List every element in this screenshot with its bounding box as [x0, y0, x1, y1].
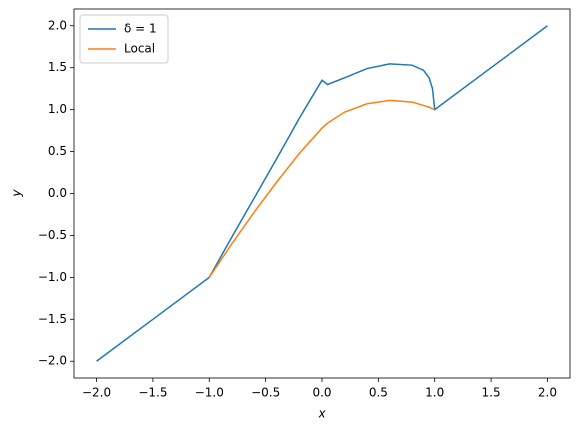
- x-axis-label: x: [317, 407, 326, 421]
- y-tick-label: −1.0: [38, 270, 67, 284]
- legend-label: δ = 1: [124, 22, 157, 36]
- y-tick-label: 1.5: [48, 60, 67, 74]
- y-axis-label: y: [10, 189, 24, 198]
- y-tick-label: 1.0: [48, 102, 67, 116]
- x-tick-label: 0.0: [312, 386, 331, 400]
- x-tick-label: 1.0: [425, 386, 444, 400]
- legend-box: [79, 14, 169, 64]
- y-tick-label: −0.5: [38, 228, 67, 242]
- x-tick-label: 0.5: [369, 386, 388, 400]
- y-tick-label: 0.5: [48, 144, 67, 158]
- x-tick-label: −1.0: [195, 386, 224, 400]
- x-tick-label: −2.0: [82, 386, 111, 400]
- x-tick-label: −0.5: [251, 386, 280, 400]
- x-tick-label: 2.0: [538, 386, 557, 400]
- x-tick-label: 1.5: [482, 386, 501, 400]
- y-tick-label: −2.0: [38, 354, 67, 368]
- x-tick-label: −1.5: [138, 386, 167, 400]
- legend-label: Local: [124, 42, 155, 56]
- series-line: [96, 25, 548, 362]
- y-tick-label: −1.5: [38, 312, 67, 326]
- series-line: [208, 99, 435, 278]
- y-tick-label: 2.0: [48, 18, 67, 32]
- y-tick-label: 0.0: [48, 186, 67, 200]
